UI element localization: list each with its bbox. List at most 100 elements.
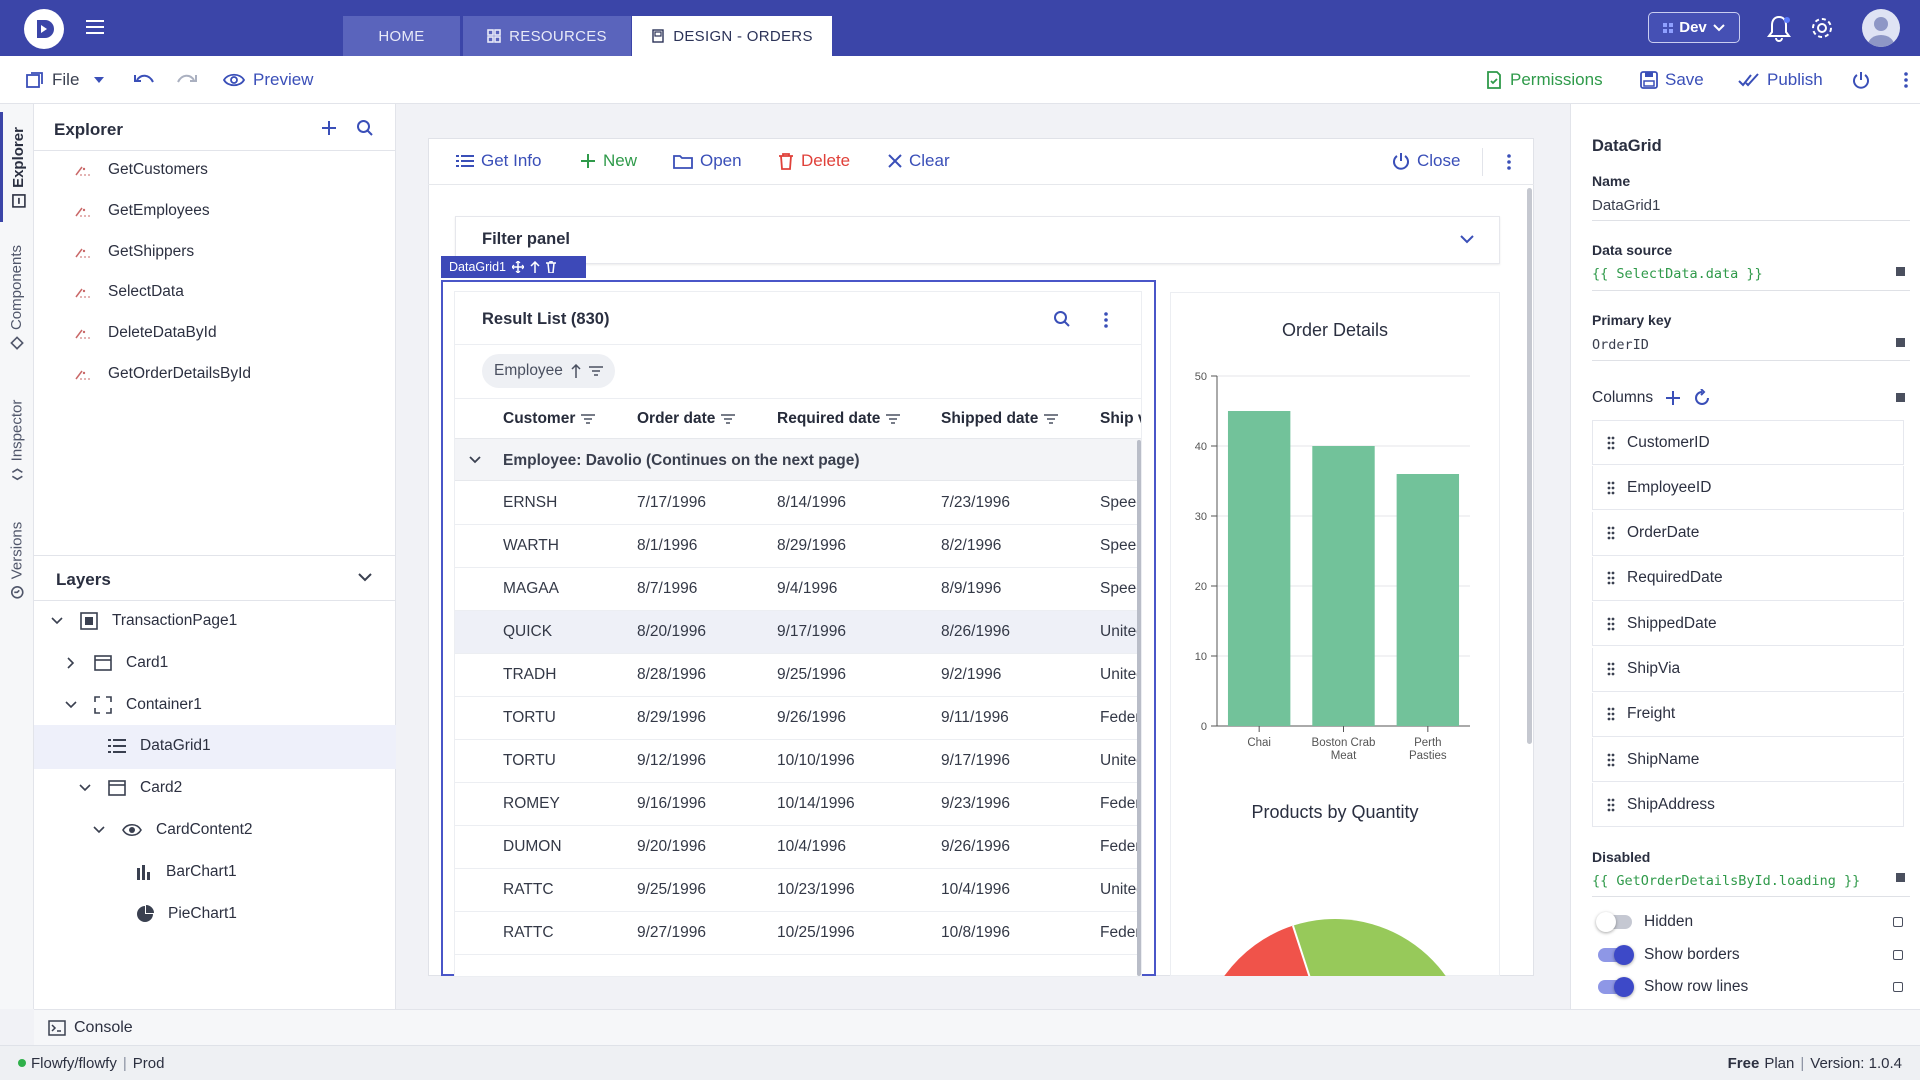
binding-toggle-icon[interactable] [1893, 982, 1903, 992]
column-item[interactable]: ShipName [1592, 738, 1904, 783]
layer-item[interactable]: Card1 [64, 642, 168, 684]
undo-button[interactable] [133, 56, 155, 104]
open-button[interactable]: Open [673, 138, 742, 184]
toggle-switch[interactable] [1598, 977, 1634, 997]
bar[interactable] [1227, 411, 1291, 726]
grid-scrollbar[interactable] [1137, 440, 1141, 976]
side-tab-versions[interactable]: Versions [0, 510, 34, 610]
publish-button[interactable]: Publish [1738, 56, 1823, 104]
binding-toggle-icon[interactable] [1893, 949, 1903, 960]
drag-handle-icon[interactable] [1607, 707, 1615, 721]
chevron-down-icon[interactable] [1460, 234, 1474, 244]
search-icon[interactable] [1053, 310, 1071, 328]
table-row[interactable]: RATTC 9/27/1996 10/25/1996 10/8/1996 Feder [455, 912, 1141, 955]
filter-icon[interactable] [886, 413, 901, 424]
table-row[interactable]: MAGAA 8/7/1996 9/4/1996 8/9/1996 Speed [455, 568, 1141, 611]
chevron-right-icon[interactable] [64, 657, 78, 669]
clear-button[interactable]: Clear [888, 138, 950, 184]
more-icon[interactable] [1104, 312, 1108, 328]
filter-icon[interactable] [1044, 413, 1059, 424]
layer-item[interactable]: TransactionPage1 [50, 600, 237, 642]
table-row[interactable]: RATTC 9/25/1996 10/23/1996 10/4/1996 United [455, 869, 1141, 912]
group-chip[interactable]: Employee [482, 354, 615, 388]
drag-handle-icon[interactable] [1607, 798, 1615, 812]
drag-handle-icon[interactable] [1607, 617, 1615, 631]
tab-design-orders[interactable]: DESIGN - ORDERS [632, 16, 832, 56]
binding-indicator-icon[interactable] [1896, 393, 1905, 402]
avatar[interactable] [1862, 9, 1900, 47]
column-item[interactable]: EmployeeID [1592, 466, 1904, 511]
primary-key-field[interactable]: OrderID [1592, 337, 1649, 353]
canvas-scrollbar[interactable] [1527, 188, 1532, 744]
app-logo[interactable] [24, 9, 64, 49]
bar[interactable] [1396, 474, 1460, 726]
sort-up-icon[interactable] [571, 364, 581, 378]
more-icon[interactable] [1904, 56, 1908, 104]
tab-resources[interactable]: RESOURCES [463, 16, 631, 56]
pie-slice[interactable] [1199, 925, 1335, 976]
toggle-row[interactable]: Hidden [1596, 912, 1693, 932]
datasource-field[interactable]: {{ SelectData.data }} [1592, 266, 1763, 282]
column-item[interactable]: ShipVia [1592, 647, 1904, 692]
more-icon[interactable] [1507, 154, 1511, 170]
explorer-item[interactable]: GetEmployees [74, 202, 210, 220]
explorer-item[interactable]: GetShippers [74, 243, 194, 261]
column-header[interactable]: Customer [503, 400, 596, 437]
group-row[interactable] [455, 438, 1141, 481]
binding-toggle-icon[interactable] [1893, 917, 1903, 927]
datagrid-badge[interactable]: DataGrid1 [441, 256, 586, 278]
chevron-down-icon[interactable] [64, 701, 78, 709]
explorer-item[interactable]: GetOrderDetailsById [74, 365, 251, 383]
power-button[interactable] [1851, 56, 1871, 104]
layer-item[interactable]: Card2 [78, 767, 182, 809]
drag-handle-icon[interactable] [1607, 753, 1615, 767]
filter-icon[interactable] [581, 413, 596, 424]
bell-icon[interactable] [1766, 14, 1792, 42]
chevron-down-icon[interactable] [92, 826, 106, 834]
disabled-field[interactable]: {{ GetOrderDetailsById.loading }} [1592, 873, 1861, 889]
column-item[interactable]: CustomerID [1592, 421, 1904, 465]
file-menu[interactable]: File [25, 56, 105, 104]
drag-handle-icon[interactable] [1607, 662, 1615, 676]
project-name[interactable]: Flowfy/flowfy [31, 1054, 117, 1072]
explorer-item[interactable]: GetCustomers [74, 161, 208, 179]
chevron-down-icon[interactable] [78, 784, 92, 792]
drag-handle-icon[interactable] [1607, 481, 1615, 495]
layer-item[interactable]: BarChart1 [106, 851, 237, 893]
filter-panel[interactable] [455, 216, 1500, 264]
layer-item[interactable]: DataGrid1 [78, 725, 211, 767]
environment-select[interactable]: Dev [1648, 12, 1740, 43]
side-tab-inspector[interactable]: Inspector [0, 385, 34, 495]
settings-icon[interactable] [1808, 14, 1836, 42]
side-tab-components[interactable]: Components [0, 232, 34, 362]
layer-item[interactable]: Container1 [64, 684, 202, 726]
table-row[interactable]: TORTU 9/12/1996 10/10/1996 9/17/1996 United [455, 740, 1141, 783]
permissions-button[interactable]: Permissions [1485, 56, 1603, 104]
chevron-down-icon[interactable] [358, 572, 372, 582]
toggle-row[interactable]: Show borders [1598, 944, 1740, 965]
side-tab-explorer[interactable]: Explorer [0, 112, 34, 222]
chevron-down-icon[interactable] [469, 456, 481, 464]
explorer-item[interactable]: SelectData [74, 283, 184, 301]
filter-icon[interactable] [721, 413, 736, 424]
add-icon[interactable] [1665, 390, 1681, 406]
bar[interactable] [1312, 446, 1375, 726]
column-item[interactable]: RequiredDate [1592, 556, 1904, 601]
toggle-switch[interactable] [1598, 944, 1634, 965]
drag-handle-icon[interactable] [1607, 571, 1615, 585]
close-button[interactable]: Close [1392, 138, 1460, 184]
column-item[interactable]: ShipAddress [1592, 783, 1904, 828]
explorer-item[interactable]: DeleteDataById [74, 324, 217, 342]
table-row[interactable]: ROMEY 9/16/1996 10/14/1996 9/23/1996 Feder [455, 783, 1141, 826]
trash-icon[interactable] [545, 261, 556, 273]
table-row[interactable]: QUICK 8/20/1996 9/17/1996 8/26/1996 United [455, 611, 1141, 654]
binding-indicator-icon[interactable] [1896, 338, 1905, 347]
column-header[interactable]: Order date [637, 400, 736, 437]
get-info-button[interactable]: Get Info [456, 138, 541, 184]
column-item[interactable]: ShippedDate [1592, 602, 1904, 647]
layer-item[interactable]: CardContent2 [92, 809, 253, 851]
name-field[interactable]: DataGrid1 [1592, 197, 1661, 214]
table-row[interactable]: ERNSH 7/17/1996 8/14/1996 7/23/1996 Speed [455, 482, 1141, 525]
move-icon[interactable] [511, 261, 524, 273]
add-icon[interactable] [320, 119, 338, 137]
